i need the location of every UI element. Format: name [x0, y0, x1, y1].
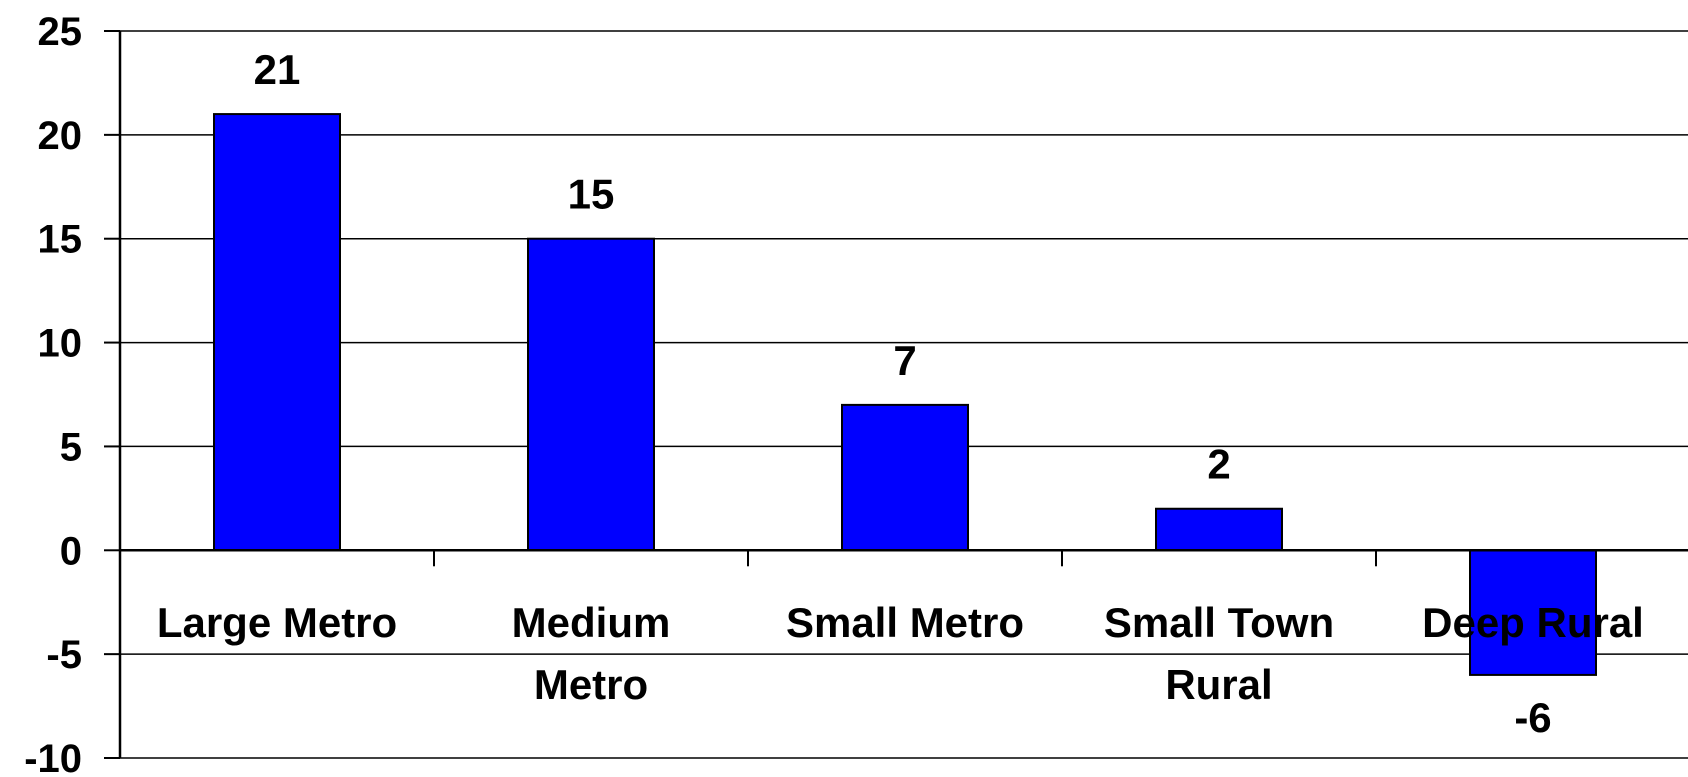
y-tick-label: 20: [38, 114, 83, 158]
y-tick-label: 25: [38, 10, 83, 54]
category-label-line: Deep Rural: [1422, 599, 1644, 646]
category-label: Small Town Rural: [1104, 599, 1334, 708]
y-tick-labels: 25 20 15 10 5 0 -5 -10: [24, 10, 82, 777]
category-label: Deep Rural: [1422, 599, 1644, 646]
category-label-line: Large Metro: [157, 599, 397, 646]
data-labels: 21 15 7 2 -6: [254, 46, 1552, 741]
bar: [213, 113, 341, 552]
bar: [1155, 507, 1283, 552]
category-label-line: Metro: [534, 661, 648, 708]
gridlines: [120, 30, 1688, 759]
y-tick-label: 0: [60, 529, 82, 573]
category-label-line: Rural: [1165, 661, 1272, 708]
category-label: Small Metro: [786, 599, 1024, 646]
bars: [213, 113, 1597, 676]
category-label-line: Small Metro: [786, 599, 1024, 646]
y-tick-label: 15: [38, 218, 83, 262]
category-label-line: Medium: [512, 599, 671, 646]
category-label-line: Small Town: [1104, 599, 1334, 646]
data-label: 2: [1207, 441, 1230, 488]
y-tick-label: 10: [38, 322, 83, 366]
category-label: Large Metro: [157, 599, 397, 646]
y-tick-label: 5: [60, 425, 82, 469]
y-tick-label: -10: [24, 737, 82, 777]
y-tick-label: -5: [46, 633, 82, 677]
data-label: -6: [1514, 694, 1551, 741]
data-label: 15: [568, 171, 615, 218]
axes: [104, 30, 1688, 759]
bar: [1469, 549, 1597, 676]
data-label: 7: [893, 337, 916, 384]
category-label: Medium Metro: [512, 599, 671, 708]
bar: [841, 403, 969, 552]
bar: [527, 237, 655, 552]
category-labels: Large Metro Medium Metro Small Metro Small T…: [157, 599, 1644, 708]
data-label: 21: [254, 46, 301, 93]
